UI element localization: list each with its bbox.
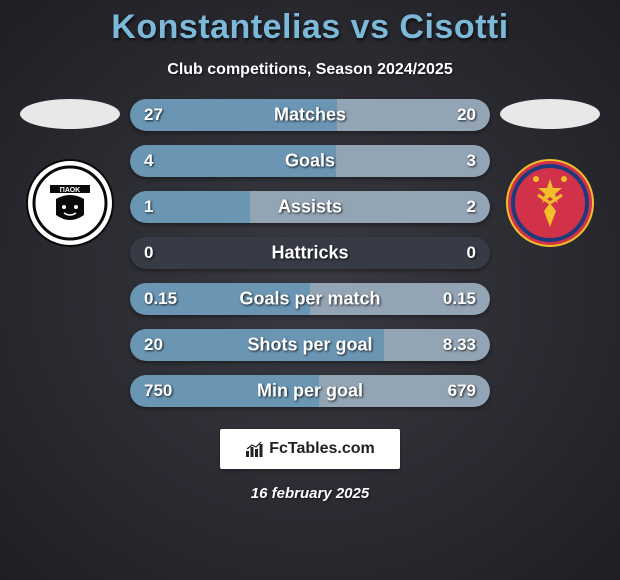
bar-left-value: 20 — [144, 335, 163, 355]
stats-bars: 27 20 Matches 4 3 Goals 1 2 Assists 0 0 Hattricks 0.… — [130, 99, 490, 407]
paok-logo-icon: ΠΑΟΚ — [26, 159, 114, 247]
bar-right-value: 679 — [448, 381, 476, 401]
content-row: ΠΑΟΚ 27 20 Matches 4 3 Goals 1 2 Assists 0 0 Hattri… — [0, 99, 620, 407]
date-text: 16 february 2025 — [0, 485, 620, 502]
page-title: Konstantelias vs Cisotti — [0, 0, 620, 47]
bar-label: Min per goal — [257, 381, 363, 402]
stat-bar: 0 0 Hattricks — [130, 237, 490, 269]
right-team-logo — [506, 159, 594, 247]
svg-text:ΠΑΟΚ: ΠΑΟΚ — [60, 187, 80, 194]
stat-bar: 1 2 Assists — [130, 191, 490, 223]
player-silhouette-placeholder — [500, 99, 600, 129]
bar-left-value: 1 — [144, 197, 153, 217]
comparison-infographic: Konstantelias vs Cisotti Club competitio… — [0, 0, 620, 580]
left-player-column: ΠΑΟΚ — [20, 99, 120, 247]
bar-right-value: 0 — [467, 243, 476, 263]
brand-badge: FcTables.com — [220, 429, 400, 469]
stat-bar: 0.15 0.15 Goals per match — [130, 283, 490, 315]
bar-label: Assists — [278, 197, 342, 218]
left-team-logo: ΠΑΟΚ — [26, 159, 114, 247]
bar-label: Matches — [274, 105, 346, 126]
bar-right-value: 2 — [467, 197, 476, 217]
bar-right-value: 20 — [457, 105, 476, 125]
brand-text: FcTables.com — [269, 440, 375, 458]
page-subtitle: Club competitions, Season 2024/2025 — [0, 61, 620, 79]
bar-left-value: 750 — [144, 381, 172, 401]
stat-bar: 750 679 Min per goal — [130, 375, 490, 407]
bar-left-value: 27 — [144, 105, 163, 125]
bar-left-value: 4 — [144, 151, 153, 171]
stat-bar: 4 3 Goals — [130, 145, 490, 177]
bar-label: Goals — [285, 151, 335, 172]
bar-label: Goals per match — [239, 289, 380, 310]
stat-bar: 27 20 Matches — [130, 99, 490, 131]
bar-right-value: 3 — [467, 151, 476, 171]
bar-right-value: 8.33 — [443, 335, 476, 355]
bar-right-value: 0.15 — [443, 289, 476, 309]
bar-label: Hattricks — [271, 243, 348, 264]
fcsb-logo-icon — [506, 159, 594, 247]
bar-left-value: 0.15 — [144, 289, 177, 309]
bar-label: Shots per goal — [247, 335, 372, 356]
chart-icon — [245, 440, 263, 458]
right-player-column — [500, 99, 600, 247]
bar-left-value: 0 — [144, 243, 153, 263]
player-silhouette-placeholder — [20, 99, 120, 129]
stat-bar: 20 8.33 Shots per goal — [130, 329, 490, 361]
